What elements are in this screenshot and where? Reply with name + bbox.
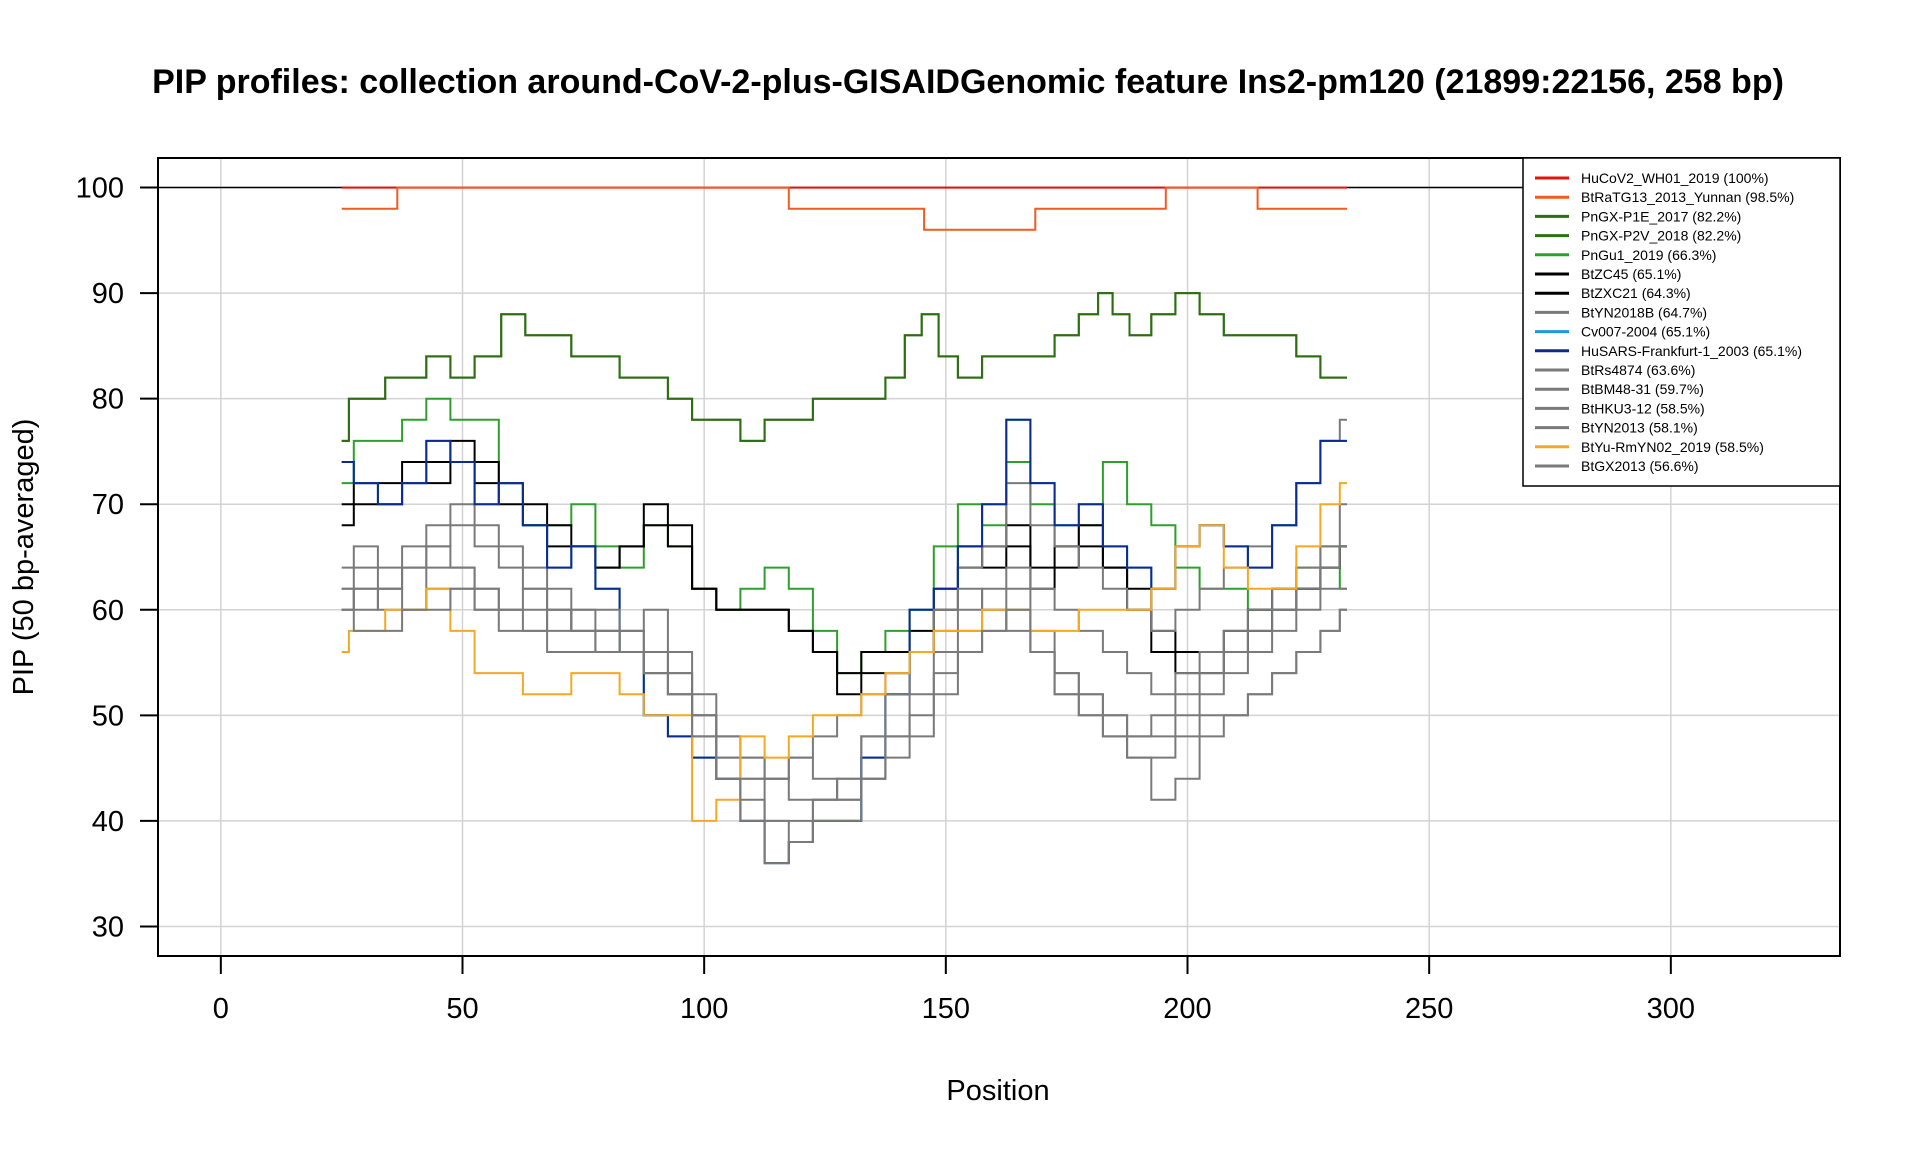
y-tick-label: 30 [92,911,124,943]
legend: HuCoV2_WH01_2019 (100%) BtRaTG13_2013_Yun… [1522,157,1841,487]
y-axis-title: PIP (50 bp-averaged) [8,419,40,696]
y-tick-label: 50 [92,700,124,732]
legend-entry: BtHKU3-12 (58.5%) [1581,400,1705,416]
plot-frame [157,157,1841,957]
legend-entry: BtYN2013 (58.1%) [1581,420,1698,436]
x-axis-title: Position [946,1075,1049,1107]
x-tick-label: 200 [1163,993,1211,1025]
y-tick-label: 60 [92,595,124,627]
series-line-4 [341,292,1347,442]
series-line-14 [341,545,1347,865]
x-axis: 0 50 100 150 200 250 300 [213,956,1695,1025]
legend-entry: BtYN2018B (64.7%) [1581,304,1707,320]
legend-box [1522,157,1841,487]
series-line-15 [341,482,1347,822]
series-line-3 [341,292,1347,442]
legend-entry: BtZC45 (65.1%) [1581,266,1681,282]
legend-entry: PnGX-P2V_2018 (82.2%) [1581,228,1741,244]
series-line-6 [341,439,1347,675]
legend-entry: HuSARS-Frankfurt-1_2003 (65.1%) [1581,343,1802,359]
legend-entry: BtBM48-31 (59.7%) [1581,381,1704,397]
y-tick-label: 70 [92,489,124,521]
series-line-9 [341,418,1347,865]
y-tick-label: 80 [92,384,124,416]
series-line-13 [341,566,1347,843]
series-line-10 [341,418,1347,865]
legend-entry: BtYu-RmYN02_2019 (58.5%) [1581,439,1764,455]
legend-entry: HuCoV2_WH01_2019 (100%) [1581,170,1769,186]
legend-entry: PnGX-P1E_2017 (82.2%) [1581,208,1741,224]
legend-entry: BtGX2013 (56.6%) [1581,458,1699,474]
x-tick-label: 100 [680,993,728,1025]
x-tick-label: 250 [1405,993,1453,1025]
series-line-7 [341,461,1347,696]
series-line-11 [341,503,1347,780]
legend-entry: BtRaTG13_2013_Yunnan (98.5%) [1581,189,1794,205]
y-tick-label: 90 [92,278,124,310]
legend-entry: BtRs4874 (63.6%) [1581,362,1695,378]
y-axis: 30 40 50 60 70 80 90 100 [76,173,158,943]
x-tick-label: 50 [446,993,478,1025]
legend-entry: PnGu1_2019 (66.3%) [1581,247,1716,263]
x-tick-label: 300 [1647,993,1695,1025]
legend-entry: BtZXC21 (64.3%) [1581,285,1691,301]
y-tick-label: 40 [92,806,124,838]
y-tick-label: 100 [76,173,124,205]
x-tick-label: 150 [922,993,970,1025]
chart-title: PIP profiles: collection around-CoV-2-pl… [152,63,1784,101]
x-tick-label: 0 [213,993,229,1025]
series-lines [341,186,1347,865]
series-line-2 [341,186,1347,231]
legend-entry: Cv007-2004 (65.1%) [1581,324,1710,340]
series-line-16 [341,587,1347,822]
series-line-5 [341,397,1347,675]
